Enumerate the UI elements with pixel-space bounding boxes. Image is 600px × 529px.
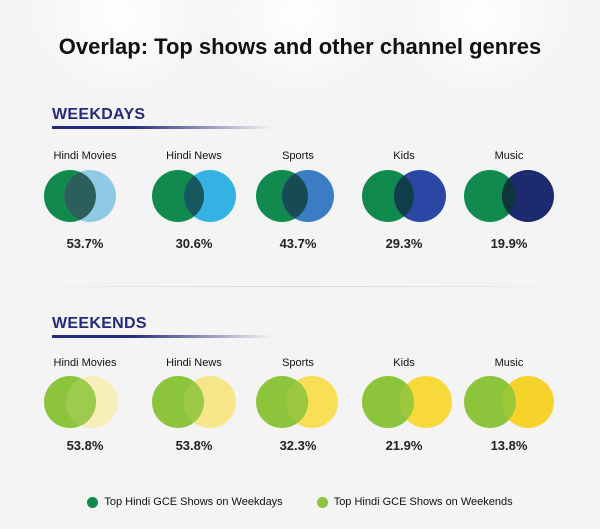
legend-label: Top Hindi GCE Shows on Weekends [333, 496, 513, 508]
weekend-shows-circle [362, 376, 414, 428]
overlap-value: 13.8% [490, 438, 528, 453]
legend-item-weekends: Top Hindi GCE Shows on Weekends [316, 496, 513, 508]
overlap-value: 19.9% [490, 236, 528, 251]
genre-label: Kids [393, 150, 415, 162]
venn-weekends-sports [256, 376, 338, 428]
weekday-shows-circle [464, 170, 516, 222]
legend-swatch [87, 496, 99, 508]
overlap-region [65, 378, 97, 426]
page-title: Overlap: Top shows and other channel gen… [58, 34, 542, 59]
legend: Top Hindi GCE Shows on Weekdays Top Hind… [0, 496, 600, 508]
venn-weekends-kids [362, 376, 452, 428]
genre-circle [400, 376, 452, 428]
overlap-value: 43.7% [279, 236, 317, 251]
overlap-region [393, 175, 415, 217]
section-rule-weekends [52, 335, 272, 338]
genre-circle [502, 170, 554, 222]
overlap-region [285, 380, 309, 424]
venn-weekends-hindi-movies [44, 376, 118, 428]
section-title-weekdays: WEEKDAYS [52, 106, 146, 123]
section-title-weekends: WEEKENDS [52, 315, 147, 332]
venn-weekends-hindi-news [152, 376, 236, 428]
genre-label: Music [494, 357, 524, 369]
overlap-value: 29.3% [385, 236, 423, 251]
venn-weekends-music [464, 376, 554, 428]
genre-label: Music [494, 150, 524, 162]
genre-label: Sports [282, 357, 314, 369]
overlap-value: 30.6% [175, 236, 213, 251]
overlap-value: 53.8% [175, 438, 213, 453]
overlap-region [399, 384, 415, 420]
overlap-region [183, 175, 205, 217]
genre-label: Sports [282, 150, 314, 162]
genre-label: Hindi Movies [53, 150, 117, 162]
venn-weekdays-sports [256, 170, 334, 222]
venn-weekdays-hindi-movies [44, 170, 116, 222]
overlap-value: 53.8% [66, 438, 104, 453]
genre-label: Hindi Movies [53, 357, 117, 369]
weekend-shows-circle [464, 376, 516, 428]
overlap-value: 21.9% [385, 438, 423, 453]
section-divider [0, 286, 600, 287]
overlap-value: 32.3% [279, 438, 317, 453]
legend-label: Top Hindi GCE Shows on Weekdays [104, 496, 283, 508]
genre-label: Kids [393, 357, 415, 369]
venn-weekdays-hindi-news [152, 170, 236, 222]
genre-label: Hindi News [166, 357, 222, 369]
overlap-region [282, 173, 308, 219]
legend-item-weekdays: Top Hindi GCE Shows on Weekdays [87, 496, 283, 508]
genre-circle [502, 376, 554, 428]
venn-weekdays-kids [362, 170, 446, 222]
section-rule-weekdays [52, 126, 272, 129]
venn-weekdays-music [464, 170, 554, 222]
legend-swatch [316, 496, 328, 508]
overlap-value: 53.7% [66, 236, 104, 251]
overlap-region [501, 178, 517, 214]
genre-label: Hindi News [166, 150, 222, 162]
overlap-region [183, 381, 205, 423]
overlap-region [64, 172, 96, 220]
overlap-region [501, 384, 517, 420]
